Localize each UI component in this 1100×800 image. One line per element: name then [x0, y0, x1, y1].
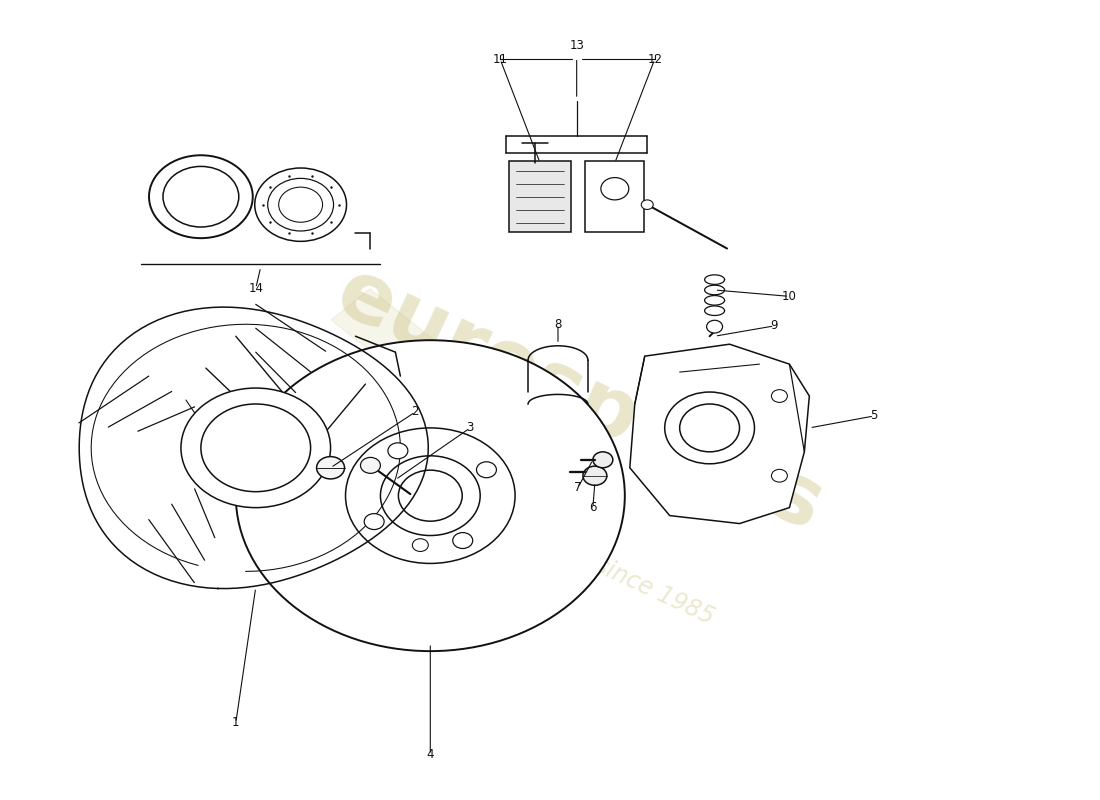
Circle shape [771, 470, 788, 482]
Text: 1: 1 [232, 716, 240, 730]
Circle shape [361, 458, 381, 474]
Text: 11: 11 [493, 53, 507, 66]
Circle shape [388, 443, 408, 458]
Circle shape [267, 178, 333, 231]
Text: 2: 2 [411, 406, 419, 418]
Circle shape [163, 166, 239, 227]
Circle shape [278, 187, 322, 222]
FancyBboxPatch shape [509, 162, 571, 232]
FancyBboxPatch shape [585, 162, 645, 232]
Text: 7: 7 [574, 481, 582, 494]
Text: 14: 14 [249, 282, 263, 295]
Text: 12: 12 [647, 53, 662, 66]
Circle shape [601, 178, 629, 200]
Text: a part for parts since 1985: a part for parts since 1985 [422, 474, 718, 629]
Circle shape [235, 340, 625, 651]
Circle shape [453, 533, 473, 549]
Circle shape [476, 462, 496, 478]
Circle shape [255, 168, 346, 242]
Text: 5: 5 [870, 410, 878, 422]
Text: 9: 9 [771, 319, 778, 332]
Circle shape [680, 404, 739, 452]
Circle shape [593, 452, 613, 468]
Circle shape [412, 538, 428, 551]
Circle shape [180, 388, 331, 508]
Circle shape [664, 392, 755, 464]
Circle shape [364, 514, 384, 530]
Text: 6: 6 [590, 501, 596, 514]
Text: 13: 13 [569, 39, 584, 52]
FancyArrow shape [331, 289, 506, 428]
Text: 10: 10 [782, 290, 796, 303]
Circle shape [317, 457, 344, 479]
Circle shape [771, 390, 788, 402]
Circle shape [148, 155, 253, 238]
Circle shape [381, 456, 481, 535]
Text: eurospares: eurospares [323, 252, 836, 548]
Circle shape [583, 466, 607, 486]
Circle shape [201, 404, 310, 492]
Circle shape [641, 200, 653, 210]
Text: 4: 4 [427, 748, 434, 762]
Text: 3: 3 [466, 422, 474, 434]
Circle shape [706, 320, 723, 333]
Circle shape [345, 428, 515, 563]
Polygon shape [630, 344, 810, 523]
Circle shape [398, 470, 462, 521]
Text: 8: 8 [554, 318, 562, 330]
